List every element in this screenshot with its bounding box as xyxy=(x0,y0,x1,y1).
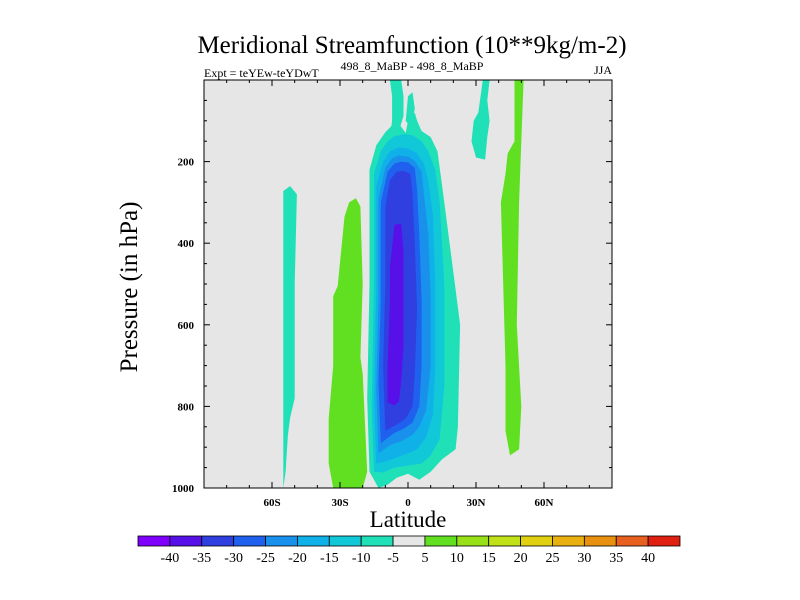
colorbar-swatch xyxy=(169,535,203,547)
contour-region-ridge-sh-high xyxy=(283,186,297,488)
y-tick-label: 200 xyxy=(178,157,195,169)
y-tick-label: 600 xyxy=(178,320,195,332)
colorbar-tick-label: 25 xyxy=(545,551,559,566)
period-label: 498_8_MaBP - 498_8_MaBP xyxy=(341,59,484,73)
colorbar-tick-label: -15 xyxy=(320,551,339,566)
colorbar-swatch xyxy=(137,535,171,547)
colorbar-swatch xyxy=(583,535,617,547)
colorbar-swatch xyxy=(201,535,235,547)
colorbar-swatch xyxy=(552,535,585,547)
x-tick-label: 60S xyxy=(263,497,280,509)
colorbar-tick-label: -5 xyxy=(387,551,399,566)
colorbar-swatch xyxy=(647,535,681,547)
y-tick-label: 1000 xyxy=(172,483,195,495)
x-tick-label: 30N xyxy=(467,497,486,509)
colorbar-swatch xyxy=(328,535,362,547)
colorbar-tick-label: 5 xyxy=(421,551,428,566)
chart-title: Meridional Streamfunction (10**9kg/m-2) xyxy=(197,32,626,59)
contour-region-nh-upper-plume-2 xyxy=(405,92,415,127)
y-tick-label: 400 xyxy=(178,238,195,250)
colorbar-tick-label: -20 xyxy=(288,551,307,566)
contour-region-cell-core xyxy=(387,223,404,406)
x-tick-label: 0 xyxy=(405,497,411,509)
colorbar-swatch xyxy=(392,535,426,547)
colorbar-swatch xyxy=(360,535,394,547)
experiment-label: Expt = teYEw-teYDwT xyxy=(204,66,319,80)
colorbar-swatch xyxy=(233,535,266,547)
season-label: JJA xyxy=(594,63,612,77)
contour-region-ridge-nh xyxy=(500,80,524,456)
x-axis: 60S 30S 0 30N 60N xyxy=(203,80,613,509)
colorbar-tick-label: -30 xyxy=(224,551,243,566)
colorbar-tick-label: -40 xyxy=(161,551,180,566)
colorbar-tick-label: 30 xyxy=(577,551,591,566)
colorbar-tick-label: 40 xyxy=(641,551,655,566)
x-axis-label: Latitude xyxy=(370,507,447,532)
colorbar-swatch xyxy=(265,535,298,547)
y-axis-label: Pressure (in hPa) xyxy=(116,202,143,373)
colorbar-tick-label: -35 xyxy=(192,551,211,566)
colorbar-tick-label: 15 xyxy=(482,551,496,566)
x-tick-label: 30S xyxy=(331,497,348,509)
y-tick-label: 800 xyxy=(178,401,195,413)
contour-layer xyxy=(283,80,524,489)
colorbar-swatch xyxy=(488,535,521,547)
contour-region-nh-upper-plume xyxy=(389,80,404,138)
x-tick-label: 60N xyxy=(535,497,554,509)
colorbar-swatch xyxy=(297,535,330,547)
colorbar-tick-label: -25 xyxy=(256,551,275,566)
y-axis: 200 400 600 800 1000 xyxy=(172,79,612,495)
colorbar-tick-label: -10 xyxy=(352,551,371,566)
colorbar-swatch xyxy=(520,535,553,547)
contour-region-nh-upper-right xyxy=(471,80,490,160)
colorbar-swatch xyxy=(424,535,458,547)
colorbar-swatch xyxy=(456,535,490,547)
colorbar-tick-label: 35 xyxy=(609,551,623,566)
colorbar-swatch xyxy=(615,535,649,547)
colorbar: -40 -35 -30 -25 -20 -15 -10 -5 5 10 15 20 25 30 35 40 xyxy=(137,535,681,566)
colorbar-tick-label: 10 xyxy=(450,551,464,566)
colorbar-tick-label: 20 xyxy=(514,551,528,566)
contour-region-ridge-sh-mid xyxy=(328,198,368,489)
